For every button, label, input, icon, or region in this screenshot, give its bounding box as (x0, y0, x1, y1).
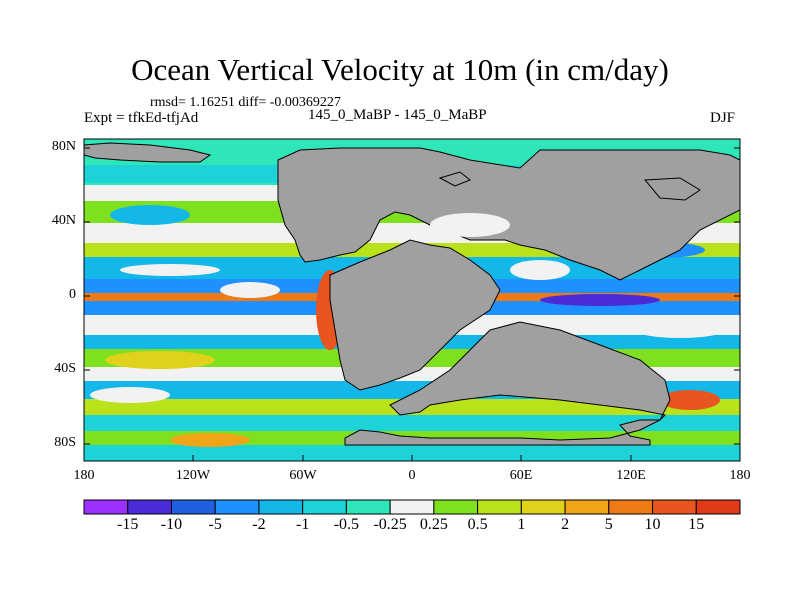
arctic-island (84, 142, 212, 163)
colorbar-swatch (608, 499, 654, 515)
plot-title: Ocean Vertical Velocity at 10m (in cm/da… (131, 52, 669, 87)
colorbar-label: 15 (688, 516, 705, 533)
stats-label: rmsd= 1.16251 diff= -0.00369227 (150, 95, 341, 110)
lon-tick-label: 0 (408, 468, 416, 483)
lon-tick-label: 120E (616, 468, 646, 483)
velocity-patch (170, 433, 250, 447)
polar-continent (344, 321, 671, 446)
lat-tick-label: 40S (54, 361, 76, 376)
x-tick-marks (83, 455, 741, 461)
near-zero-regions (90, 213, 725, 403)
colorbar-label: -0.25 (373, 516, 407, 533)
lon-tick-label: 180 (729, 468, 751, 483)
colorbar-label: 0.25 (419, 516, 448, 533)
colorbar-label: -2 (252, 516, 266, 533)
colorbar-swatch (345, 499, 391, 515)
colorbar-swatch (302, 499, 347, 515)
lon-tick-label: 60W (289, 468, 317, 483)
lon-tick-label: 60E (509, 468, 533, 483)
colorbar-swatch (520, 499, 566, 515)
colorbar-label: 5 (604, 516, 613, 533)
velocity-patch (110, 205, 190, 225)
colorbar-label: 2 (561, 516, 570, 533)
velocity-patch (540, 294, 660, 306)
experiment-label: Expt = tfkEd-tfjAd (84, 110, 199, 126)
colorbar-label: 10 (644, 516, 661, 533)
colorbar-swatch (564, 499, 610, 515)
land-masses (84, 142, 740, 446)
lat-tick-label: 80N (51, 139, 76, 154)
small-island (438, 171, 471, 187)
colorbar-swatch (258, 499, 304, 515)
colorbar-swatch (695, 499, 741, 515)
colorbar-label: -15 (117, 516, 139, 533)
period-label: 145_0_MaBP - 145_0_MaBP (308, 107, 487, 123)
map-field (84, 139, 740, 461)
lat-tick-label: 40N (51, 213, 76, 228)
colorbar-swatch (170, 499, 216, 515)
colorbar-swatch (652, 499, 697, 515)
colorbar-label: -5 (208, 516, 222, 533)
colorbar-swatch (127, 499, 172, 515)
colorbar-swatch (433, 499, 479, 515)
colorbar-swatch (83, 499, 129, 515)
lat-tick-label: 80S (54, 435, 76, 450)
colorbar-swatch (214, 499, 260, 515)
lon-tick-label: 180 (73, 468, 95, 483)
colorbar-label: -10 (160, 516, 183, 533)
colorbar (83, 499, 741, 515)
lat-tick-label: 0 (69, 287, 76, 302)
colorbar-label: -1 (295, 516, 310, 533)
colorbar-label: 1 (517, 516, 526, 533)
velocity-band (84, 445, 740, 461)
velocity-patch (105, 351, 215, 369)
colorbar-swatch (389, 499, 435, 515)
colorbar-label: 0.5 (467, 516, 488, 533)
small-island (643, 177, 701, 201)
velocity-band (84, 415, 740, 431)
colorbar-swatch (477, 499, 522, 515)
southern-continent (329, 239, 501, 391)
velocity-patch (660, 390, 720, 410)
lon-tick-label: 120W (175, 468, 211, 483)
colorbar-label: -0.5 (333, 516, 360, 533)
season-label: DJF (710, 110, 736, 126)
northern-continent (277, 147, 740, 281)
y-tick-marks (84, 147, 740, 445)
